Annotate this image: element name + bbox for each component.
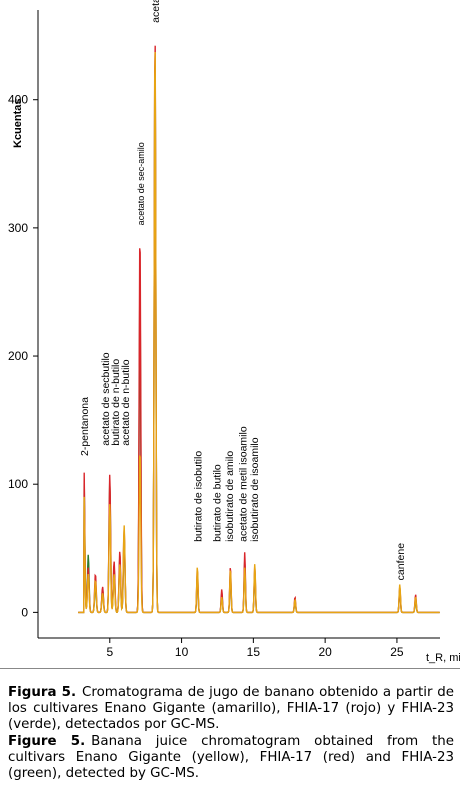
peak-label-1: acetato de secbutilo <box>100 352 112 446</box>
peak-label-9: acetato de metil isoamilo <box>238 426 250 542</box>
peak-label-5: acetato de isoamilo <box>150 0 162 23</box>
chart-axes <box>37 10 440 639</box>
peak-label-3: acetato de n-butilo <box>120 359 132 446</box>
x-tick-label-25: 25 <box>390 645 404 659</box>
y-tick-label-0: 0 <box>21 605 28 619</box>
peak-label-11: canfene <box>395 543 407 581</box>
caption-spanish-text: Cromatograma de jugo de banano obtenido … <box>8 685 455 732</box>
peak-label-8: isobutirato de amilo <box>224 451 236 542</box>
series-trace-0 <box>78 51 440 614</box>
chromatogram-chart: 0 100 200 300 400 5 10 15 20 25 2-pentanona acetat… <box>8 0 460 664</box>
peak-label-2: butirato de n-butilo <box>110 359 122 446</box>
caption-spanish-label: Figura 5. <box>8 685 77 700</box>
chart-ticks: 0 100 200 300 400 5 10 15 20 25 <box>8 93 404 659</box>
x-axis-label: t_R, min <box>426 652 460 664</box>
peak-label-4: acetato de sec-amilo <box>136 142 146 225</box>
y-tick-label-200: 200 <box>8 349 28 363</box>
x-tick-label-5: 5 <box>106 645 113 659</box>
peak-label-6: butirato de isobutilo <box>192 451 204 542</box>
caption-english-label: Figure 5. <box>8 734 86 749</box>
x-tick-label-20: 20 <box>318 645 332 659</box>
chart-series <box>78 45 440 614</box>
x-tick-label-10: 10 <box>175 645 189 659</box>
x-tick-label-15: 15 <box>247 645 261 659</box>
caption-divider <box>0 668 460 669</box>
chart-annotations: 2-pentanona acetato de secbutilobutirato … <box>79 0 407 580</box>
y-tick-label-100: 100 <box>8 477 28 491</box>
y-tick-label-400: 400 <box>8 93 28 107</box>
caption-english-text: Banana juice chromatogram obtained from … <box>8 734 454 781</box>
peak-label-7: butirato de butilo <box>212 464 224 542</box>
caption-spanish: Figura 5. Cromatograma de jugo de banano … <box>8 685 454 733</box>
peak-label-10: isobutirato de isoamilo <box>249 437 261 542</box>
y-tick-label-300: 300 <box>8 221 28 235</box>
peak-label-0: 2-pentanona <box>79 397 91 456</box>
y-axis-label: Kcuentas <box>12 98 24 148</box>
caption-english: Figure 5. Banana juice chromatogram obtai… <box>8 734 454 782</box>
